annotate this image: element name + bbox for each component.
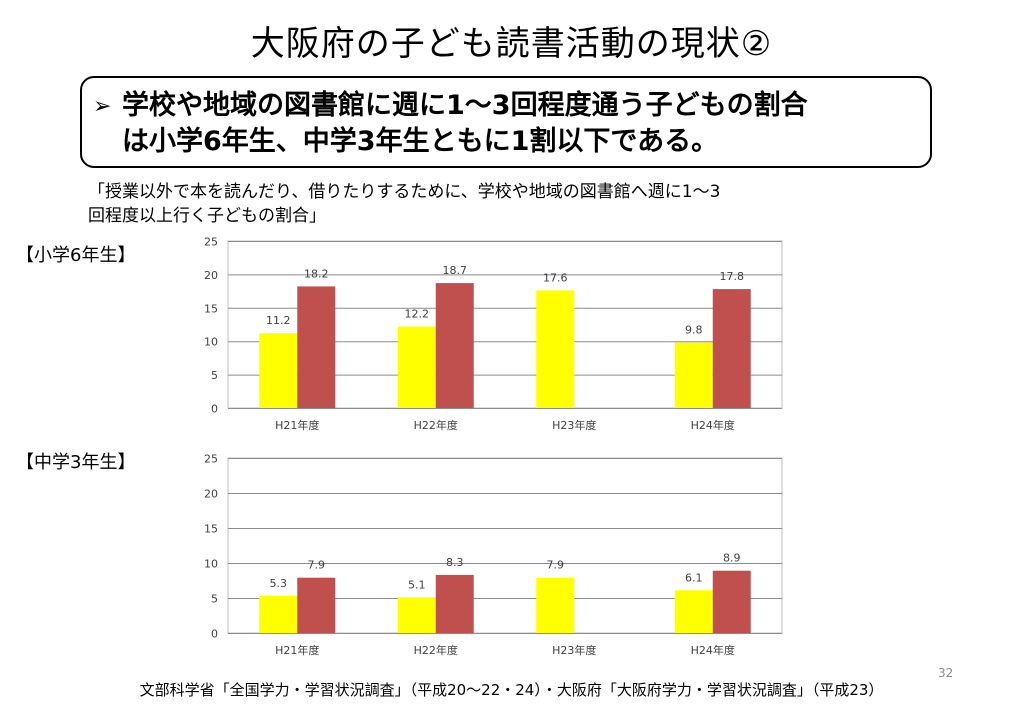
x-tick-label: H21年度 bbox=[275, 418, 319, 432]
source-note: 文部科学省「全国学力・学習状況調査」（平成20～22・24）・大阪府「大阪府学力… bbox=[139, 681, 884, 699]
x-tick-label: H23年度 bbox=[552, 418, 596, 432]
y-tick-label: 15 bbox=[204, 302, 218, 315]
y-tick-label: 10 bbox=[204, 336, 218, 349]
elementary-library-chart: 0 5 10 15 20 25 H21年度 11.2 18.2 H22年度 12.2 18.7 H23年… bbox=[204, 236, 783, 432]
bar-national bbox=[297, 286, 336, 408]
x-tick-label: H23年度 bbox=[552, 643, 596, 657]
data-label: 18.7 bbox=[443, 264, 468, 277]
survey-question: 「授業以外で本を読んだり、借りたりするために、学校や地域の図書館へ週に1～3 回… bbox=[88, 182, 721, 226]
x-tick-label: H24年度 bbox=[691, 643, 735, 657]
bar-osaka bbox=[536, 290, 575, 408]
data-label: 8.3 bbox=[446, 556, 464, 569]
y-tick-label: 5 bbox=[211, 369, 218, 382]
y-tick-label: 10 bbox=[204, 558, 218, 571]
y-tick-label: 0 bbox=[211, 403, 218, 416]
junior-high-library-chart: 0 5 10 15 20 25 H21年度 5.3 7.9 H22年度 5.1 8.3 H23年度 7.9… bbox=[204, 453, 783, 657]
summary-callout: ➢ 学校や地域の図書館に週に1～3回程度通う子どもの割合 は小学6年生、中学3年… bbox=[80, 76, 932, 168]
data-label: 6.1 bbox=[685, 571, 703, 584]
y-tick-label: 20 bbox=[204, 269, 218, 282]
bar-osaka bbox=[536, 577, 575, 633]
bar-national bbox=[435, 283, 474, 408]
data-label: 7.9 bbox=[308, 559, 326, 572]
summary-text: 学校や地域の図書館に週に1～3回程度通う子どもの割合 は小学6年生、中学3年生と… bbox=[122, 90, 808, 157]
data-label: 7.9 bbox=[547, 559, 565, 572]
x-tick-label: H21年度 bbox=[275, 643, 319, 657]
y-tick-label: 25 bbox=[204, 236, 218, 249]
x-tick-label: H22年度 bbox=[414, 418, 458, 432]
arrow-bullet-icon: ➢ bbox=[93, 94, 112, 119]
data-label: 5.3 bbox=[270, 577, 288, 590]
bar-osaka bbox=[397, 597, 436, 633]
y-tick-label: 20 bbox=[204, 488, 218, 501]
data-label: 9.8 bbox=[685, 324, 703, 337]
page-number: 32 bbox=[938, 666, 954, 680]
bar-osaka bbox=[674, 590, 713, 633]
bar-national bbox=[297, 577, 336, 633]
data-label: 18.2 bbox=[304, 267, 329, 280]
elementary-6th-label: 【小学6年生】 bbox=[16, 245, 136, 266]
data-label: 8.9 bbox=[723, 552, 741, 565]
slide-title: 大阪府の子ども読書活動の現状② bbox=[250, 24, 773, 64]
y-tick-label: 5 bbox=[211, 593, 218, 606]
data-label: 12.2 bbox=[405, 308, 430, 321]
bar-national bbox=[435, 574, 474, 633]
bar-osaka bbox=[259, 595, 298, 633]
data-label: 17.8 bbox=[720, 270, 745, 283]
y-tick-label: 15 bbox=[204, 523, 218, 536]
bar-osaka bbox=[259, 333, 298, 408]
bar-national bbox=[712, 570, 751, 633]
junior-high-3rd-label: 【中学3年生】 bbox=[16, 452, 136, 473]
data-label: 5.1 bbox=[408, 578, 426, 591]
data-label: 17.6 bbox=[543, 271, 568, 284]
x-tick-label: H22年度 bbox=[414, 643, 458, 657]
data-label: 11.2 bbox=[266, 314, 291, 327]
bar-osaka bbox=[397, 326, 436, 408]
bar-osaka bbox=[674, 342, 713, 408]
bar-national bbox=[712, 289, 751, 408]
y-tick-label: 25 bbox=[204, 453, 218, 466]
x-tick-label: H24年度 bbox=[691, 418, 735, 432]
y-tick-label: 0 bbox=[211, 628, 218, 641]
